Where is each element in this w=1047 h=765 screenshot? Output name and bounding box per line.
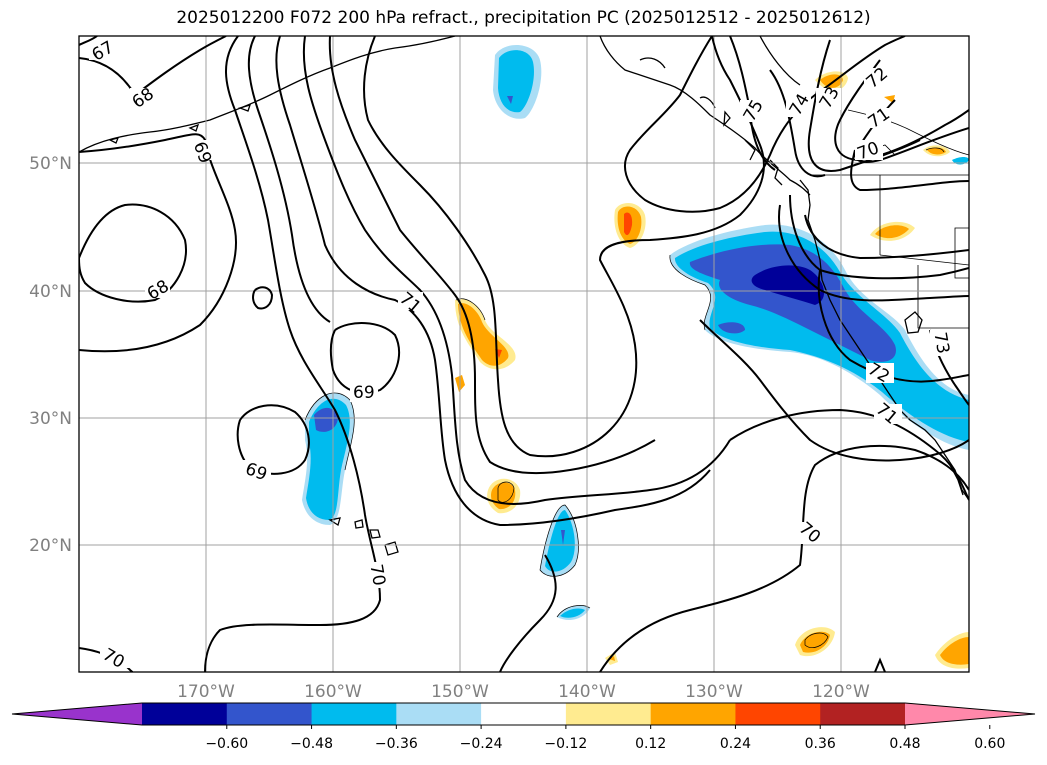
colorbar-segment: [226, 703, 313, 725]
contour-70-se: [599, 444, 969, 672]
colorbar-tick-label: 0.36: [805, 736, 836, 752]
colorbar-segment: [396, 703, 482, 725]
contour-label: 73: [929, 331, 952, 356]
contour-70-west: [204, 36, 382, 672]
shaded-areas: [302, 44, 969, 669]
colorbar-segment: [735, 703, 821, 725]
contour-69-loop: [236, 404, 310, 475]
contour-71-west: [275, 36, 711, 527]
contour-69-hawaii: [329, 322, 400, 395]
colorbar-outline: [11, 702, 1036, 726]
colorbar-tick-label: 0.60: [974, 736, 1005, 752]
lon-label: 150°W: [431, 682, 489, 702]
lon-label: 130°W: [685, 682, 743, 702]
contour-70-ne: [850, 149, 969, 192]
map-frame: [78, 35, 970, 673]
contour-small-loop: [252, 286, 274, 310]
lon-labels: 170°W 160°W 150°W 140°W 130°W 120°W: [177, 682, 870, 702]
colorbar-segment: [142, 703, 228, 725]
lat-label: 40°N: [29, 282, 72, 302]
contour-70-east: [624, 36, 906, 213]
contour-67: [79, 36, 98, 46]
contour-label: 70: [365, 563, 388, 588]
contour-73-ca: [804, 214, 969, 260]
colorbar-extend-low: [12, 703, 142, 725]
lon-label: 170°W: [177, 682, 235, 702]
lat-label: 20°N: [29, 536, 72, 556]
colorbar-tick-label: −0.48: [290, 736, 333, 752]
colorbar-tick-label: −0.60: [205, 736, 248, 752]
contour-72-ca: [789, 194, 969, 280]
lat-label: 30°N: [29, 409, 72, 429]
contour-74: [769, 69, 826, 178]
colorbar-segment: [820, 703, 906, 725]
contour-70-south: [499, 554, 557, 672]
colorbar-labels: −0.60 −0.48 −0.36 −0.24 −0.12 0.12 0.24 0.36 0.4…: [205, 736, 1005, 752]
contour-71-central: [363, 36, 765, 458]
contour-72-south: [699, 319, 969, 462]
contour-68-north: [79, 36, 227, 97]
contour-small-se: [874, 657, 886, 672]
colorbar-tick-label: 0.12: [635, 736, 666, 752]
contour-72-west: [302, 36, 731, 505]
colorbar-segment: [565, 703, 652, 725]
lon-label: 120°W: [812, 682, 870, 702]
colorbar-tick-label: 0.48: [889, 736, 920, 752]
colorbar-extend-high: [905, 703, 1035, 725]
colorbar-segment: [650, 703, 736, 725]
contour-72-inner: [328, 36, 656, 475]
negative-anomaly-gulf-alaska-core: [498, 50, 534, 113]
map-title: 2025012200 F072 200 hPa refract., precip…: [176, 8, 871, 28]
gridlines: [79, 36, 969, 672]
colorbar-segment: [481, 703, 567, 725]
colorbar-tick-label: −0.36: [375, 736, 418, 752]
contour-label: 69: [353, 383, 375, 403]
lon-label: 160°W: [304, 682, 362, 702]
colorbar-segment: [311, 703, 397, 725]
colorbar-tick-label: −0.24: [460, 736, 503, 752]
colorbar-tick-label: 0.24: [720, 736, 751, 752]
lon-label: 140°W: [558, 682, 616, 702]
map-area: 67 68 69 68 71 69 69 70 70 75 74 73 72: [79, 36, 969, 672]
contour-68-loop: [79, 203, 187, 303]
lat-label: 50°N: [29, 154, 72, 174]
colorbar-tick-label: −0.12: [544, 736, 587, 752]
contour-70-ring: [247, 36, 331, 323]
lat-labels: 50°N 40°N 30°N 20°N: [29, 154, 72, 556]
colorbar: [11, 702, 1036, 729]
contour-71-ca: [778, 204, 969, 302]
contour-69-north: [79, 133, 237, 353]
